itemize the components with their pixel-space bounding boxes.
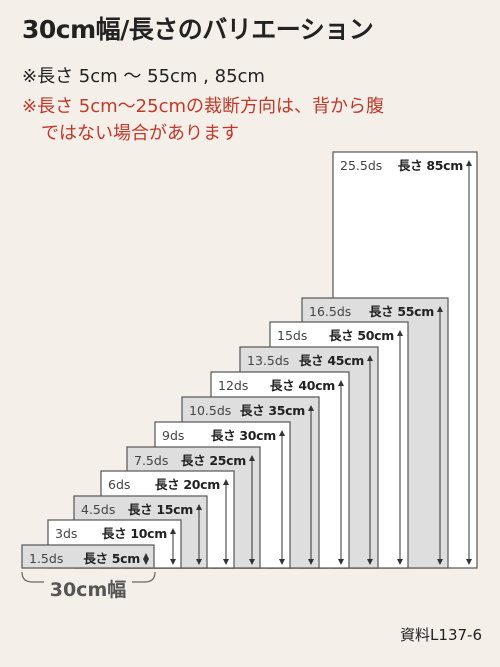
swatch-3ds: 3ds 長さ 10cm — [47, 519, 182, 569]
page-title: 30cm幅/長さのバリエーション — [22, 15, 374, 44]
swatch-ds-label: 25.5ds — [340, 158, 382, 173]
length-arrow-up-icon — [397, 330, 403, 336]
swatch-length-label: 長さ 5cm — [83, 551, 140, 566]
swatch-1-5ds: 1.5ds 長さ 5cm — [21, 544, 155, 569]
length-range-note: ※長さ 5cm 〜 55cm , 85cm — [22, 66, 265, 87]
length-arrow-up-icon — [143, 553, 149, 559]
warning-line-2: ではない場合があります — [41, 123, 239, 144]
swatch-ds-label: 12ds — [218, 378, 248, 393]
swatch-length-label: 長さ 20cm — [155, 477, 220, 492]
length-arrow-up-icon — [466, 160, 472, 166]
length-arrow-up-icon — [196, 504, 202, 510]
swatch-ds-label: 13.5ds — [247, 353, 289, 368]
length-arrow-down-icon — [143, 559, 149, 565]
length-arrow-up-icon — [170, 528, 176, 534]
length-arrow-down-icon — [308, 559, 314, 565]
cutting-direction-warning: ※長さ 5cm〜25cmの裁断方向は、背から腹 ではない場合があります — [22, 93, 384, 147]
length-arrow-up-icon — [279, 430, 285, 436]
width-label: 30cm幅 — [50, 578, 127, 601]
swatch-length-label: 長さ 35cm — [240, 403, 305, 418]
swatch-length-label: 長さ 25cm — [181, 453, 246, 468]
swatch-ds-label: 10.5ds — [189, 403, 231, 418]
length-arrow-up-icon — [367, 355, 373, 361]
swatch-length-label: 長さ 50cm — [329, 328, 394, 343]
swatch-length-label: 長さ 55cm — [369, 304, 434, 319]
swatch-length-label: 長さ 85cm — [398, 158, 463, 173]
length-arrow-up-icon — [308, 405, 314, 411]
swatch-ds-label: 3ds — [55, 526, 77, 541]
swatch-ds-label: 9ds — [162, 428, 184, 443]
swatch-ds-label: 4.5ds — [81, 502, 115, 517]
swatch-length-label: 長さ 40cm — [270, 378, 335, 393]
length-arrow-up-icon — [249, 455, 255, 461]
swatch-length-label: 長さ 30cm — [211, 428, 276, 443]
swatch-length-label: 長さ 15cm — [128, 502, 193, 517]
swatch-rect — [21, 544, 155, 569]
swatch-ds-label: 6ds — [108, 477, 130, 492]
length-arrow-down-icon — [223, 559, 229, 565]
length-arrow-down-icon — [196, 559, 202, 565]
length-arrow-down-icon — [367, 559, 373, 565]
length-arrow-up-icon — [223, 479, 229, 485]
length-arrow-down-icon — [279, 559, 285, 565]
length-arrow-down-icon — [437, 559, 443, 565]
swatch-length-label: 長さ 10cm — [102, 526, 167, 541]
length-arrow-down-icon — [170, 559, 176, 565]
length-arrow-down-icon — [397, 559, 403, 565]
reference-code: 資料L137-6 — [400, 626, 482, 644]
length-arrow-up-icon — [338, 380, 344, 386]
width-label-background — [44, 578, 132, 602]
swatch-ds-label: 7.5ds — [134, 453, 168, 468]
length-arrow-down-icon — [249, 559, 255, 565]
length-arrow-up-icon — [437, 306, 443, 312]
length-arrow-down-icon — [338, 559, 344, 565]
swatch-ds-label: 1.5ds — [29, 551, 63, 566]
warning-line-1: ※長さ 5cm〜25cmの裁断方向は、背から腹 — [22, 96, 385, 117]
swatch-length-label: 長さ 45cm — [299, 353, 364, 368]
length-arrow-down-icon — [466, 559, 472, 565]
swatch-ds-label: 15ds — [277, 328, 307, 343]
swatch-ds-label: 16.5ds — [309, 304, 351, 319]
